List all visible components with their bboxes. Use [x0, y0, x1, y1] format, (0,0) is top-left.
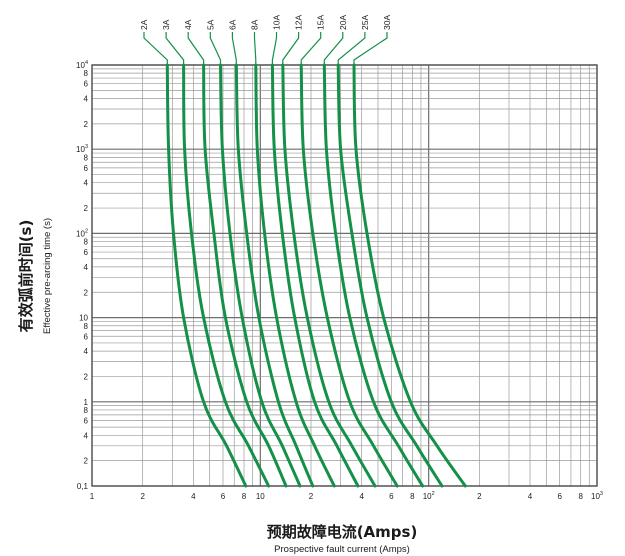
rating-label-8a: 8A	[250, 19, 260, 30]
curve-5a	[219, 63, 302, 488]
y-tick-label: 4	[84, 95, 89, 104]
x-tick-label: 1	[90, 492, 95, 501]
x-tick-label: 4	[359, 492, 364, 501]
leader-line-10a	[271, 32, 278, 65]
y-tick-label: 10	[79, 314, 88, 323]
x-tick-label: 8	[410, 492, 415, 501]
x-tick-label: 6	[221, 492, 226, 501]
leader-line-6a	[231, 32, 237, 65]
y-tick-label: 4	[84, 179, 89, 188]
rating-label-2a: 2A	[139, 19, 149, 30]
y-tick-label: 6	[84, 80, 89, 89]
rating-label-20a: 20A	[338, 15, 348, 30]
y-tick-label: 2	[84, 120, 89, 129]
x-axis-title-en: Prospective fault current (Amps)	[274, 544, 410, 555]
x-tick-label: 8	[578, 492, 583, 501]
y-tick-label: 8	[84, 238, 89, 247]
rating-label-12a: 12A	[294, 15, 304, 30]
curve-4a	[202, 63, 288, 488]
x-tick-label: 103	[591, 491, 603, 501]
y-tick-label: 8	[84, 153, 89, 162]
leader-line-3a	[165, 32, 185, 65]
plot-frame	[91, 64, 598, 487]
x-tick-label: 2	[140, 492, 145, 501]
y-tick-label: 8	[84, 322, 89, 331]
y-tick-label: 4	[84, 263, 89, 272]
rating-label-4a: 4A	[183, 19, 193, 30]
rating-label-5a: 5A	[205, 19, 215, 30]
y-tick-label: 2	[84, 373, 89, 382]
leader-line-5a	[209, 32, 222, 65]
y-tick-label: 0,1	[77, 482, 89, 491]
y-axis-title-en: Effective pre-arcing time (s)	[42, 218, 53, 334]
curve-10a	[270, 63, 360, 488]
y-tick-label: 8	[84, 406, 89, 415]
y-tick-label: 102	[76, 228, 88, 238]
leader-line-12a	[282, 32, 300, 65]
y-tick-label: 2	[84, 204, 89, 213]
rating-label-6a: 6A	[227, 19, 237, 30]
leader-line-20a	[323, 32, 344, 65]
curve-8a	[254, 63, 336, 488]
leader-line-2a	[143, 32, 168, 65]
curve-12a	[281, 63, 377, 488]
rating-label-layer: 2A 3A 4A 5A 6A 8A 10A 12A 15A 20A 25A 30A	[139, 15, 392, 65]
rating-label-10a: 10A	[272, 15, 282, 30]
y-tick-label: 6	[84, 417, 89, 426]
curve-30a	[352, 63, 467, 488]
x-tick-label: 8	[242, 492, 247, 501]
y-tick-label: 8	[84, 69, 89, 78]
x-tick-label: 102	[423, 491, 435, 501]
rating-label-30a: 30A	[382, 15, 392, 30]
curve-6a	[234, 63, 315, 488]
curve-2a	[165, 63, 248, 488]
curve-15a	[299, 63, 399, 488]
leader-line-30a	[353, 32, 388, 65]
x-tick-label: 2	[309, 492, 314, 501]
y-tick-label: 6	[84, 164, 89, 173]
x-tick-layer: 1 2 4 6 8 10 2 4 6 8 102 2 4 6 8 103	[90, 491, 603, 501]
y-tick-label: 6	[84, 248, 89, 257]
rating-label-15a: 15A	[316, 15, 326, 30]
x-tick-label: 6	[557, 492, 562, 501]
rating-label-3a: 3A	[161, 19, 171, 30]
y-tick-label: 104	[76, 60, 88, 70]
rating-label-25a: 25A	[360, 15, 370, 30]
x-tick-label: 2	[477, 492, 482, 501]
y-tick-label: 1	[84, 398, 89, 407]
leader-line-15a	[300, 32, 322, 65]
leader-line-4a	[187, 32, 205, 65]
y-tick-label: 4	[84, 431, 89, 440]
y-tick-label: 103	[76, 144, 88, 154]
y-tick-label: 2	[84, 288, 89, 297]
leader-line-25a	[337, 32, 366, 65]
x-tick-label: 10	[256, 492, 265, 501]
x-tick-label: 4	[528, 492, 533, 501]
x-tick-label: 6	[389, 492, 394, 501]
leader-line-8a	[253, 32, 257, 65]
y-tick-label: 6	[84, 332, 89, 341]
y-tick-label: 4	[84, 347, 89, 356]
curve-25a	[336, 63, 444, 488]
y-axis-title: 有效弧前时间(s)	[17, 220, 35, 333]
curve-layer	[165, 63, 467, 488]
curve-20a	[322, 63, 425, 488]
y-tick-label: 2	[84, 457, 89, 466]
x-tick-label: 4	[191, 492, 196, 501]
curve-3a	[182, 63, 271, 488]
y-axis-title-sub: Effective pre-arcing time (s)	[42, 218, 53, 334]
x-axis-title-cn: 预期故障电流(Amps)	[267, 523, 418, 541]
y-axis-title-cn: 有效弧前时间(s)	[17, 220, 35, 333]
